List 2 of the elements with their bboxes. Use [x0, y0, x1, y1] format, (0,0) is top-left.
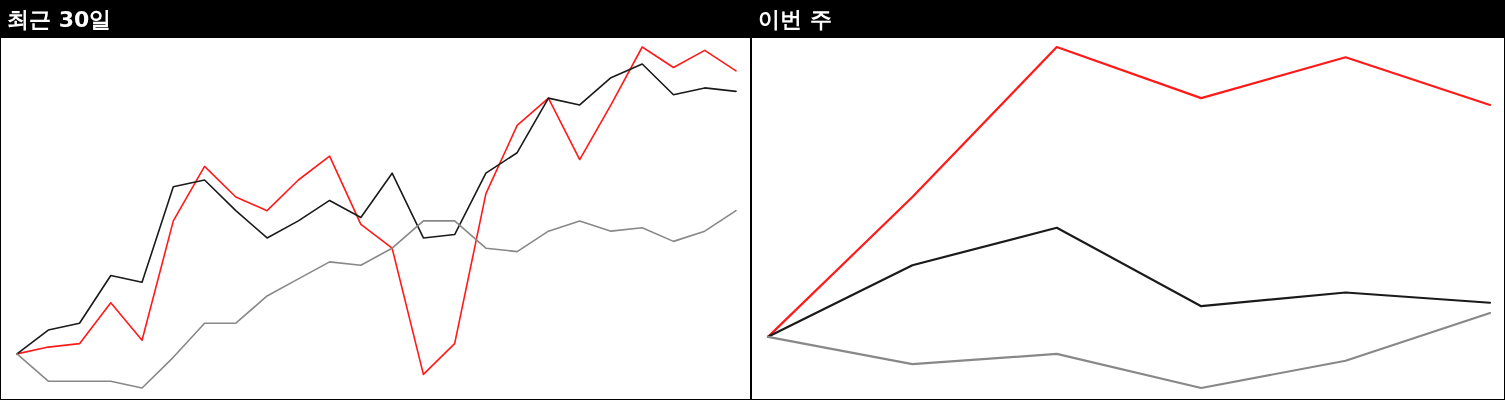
chart-title: 이번 주 — [752, 1, 1504, 38]
chart-title: 최근 30일 — [1, 1, 750, 38]
